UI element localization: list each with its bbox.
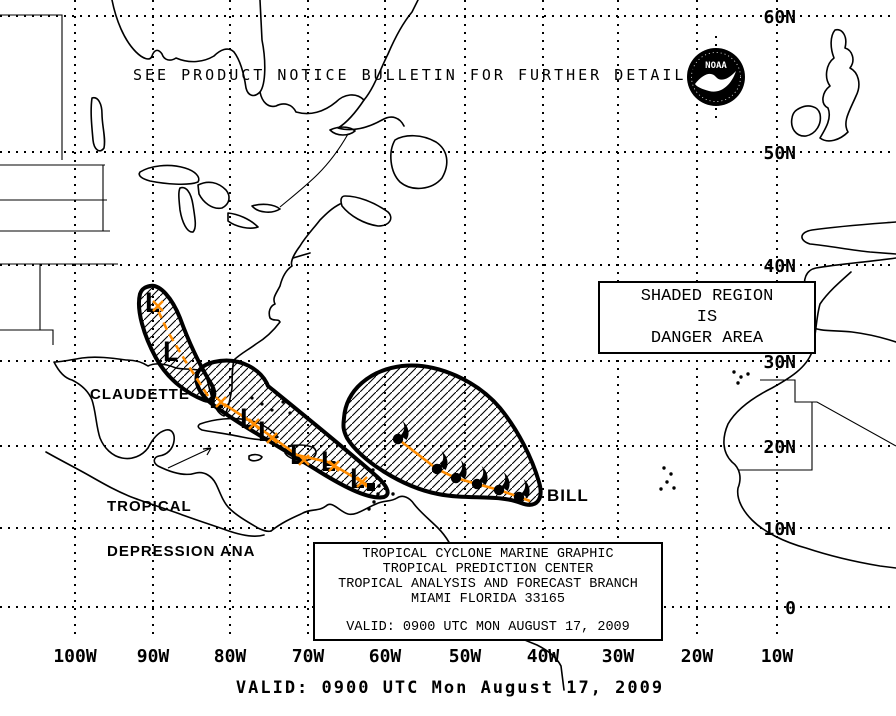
storm-label-bill: BILL bbox=[547, 486, 589, 505]
lon-tick-label: 10W bbox=[761, 646, 794, 667]
track-claudette bbox=[154, 305, 210, 397]
lon-tick-label: 80W bbox=[214, 646, 247, 667]
storm-label-ana-line2: DEPRESSION ANA bbox=[107, 543, 256, 560]
lat-tick-label: 30N bbox=[763, 352, 796, 373]
position-x-marker-ana bbox=[266, 432, 278, 444]
storm-label-ana-line1: TROPICAL bbox=[107, 498, 192, 515]
danger-legend-box: SHADED REGION IS DANGER AREA bbox=[598, 281, 816, 354]
lon-tick-label: 70W bbox=[292, 646, 325, 667]
lat-tick-label: 50N bbox=[763, 143, 796, 164]
danger-legend-line1: SHADED REGION bbox=[640, 287, 774, 306]
footer-valid-text: VALID: 0900 UTC Mon August 17, 2009 bbox=[235, 678, 665, 698]
lat-tick-label: 40N bbox=[763, 256, 796, 277]
low-center-marker-ana: L bbox=[289, 440, 305, 471]
lon-tick-label: 100W bbox=[53, 646, 97, 667]
storm-label-ana: TROPICAL DEPRESSION ANA bbox=[107, 469, 255, 589]
danger-areas bbox=[137, 283, 543, 507]
low-center-marker-claudette: L bbox=[162, 337, 178, 368]
position-x-marker-ana bbox=[356, 476, 368, 488]
position-x-marker-ana bbox=[298, 454, 310, 466]
danger-legend-line2: IS bbox=[696, 308, 718, 327]
info-line2: TROPICAL PREDICTION CENTER bbox=[382, 562, 594, 577]
low-center-marker-ana: L bbox=[239, 404, 255, 435]
position-x-marker-ana bbox=[248, 418, 260, 430]
info-spacer bbox=[319, 607, 657, 620]
noaa-logo: NOAA bbox=[687, 36, 745, 120]
info-valid-line: VALID: 0900 UTC MON AUGUST 17, 2009 bbox=[346, 620, 630, 635]
lat-tick-label: 60N bbox=[763, 7, 796, 28]
low-center-marker-claudette: L bbox=[208, 384, 224, 415]
current-position-square-ana bbox=[367, 483, 375, 491]
lat-tick-label: 10N bbox=[763, 519, 796, 540]
info-line1: TROPICAL CYCLONE MARINE GRAPHIC bbox=[362, 547, 614, 562]
danger-area-bill bbox=[341, 363, 543, 507]
low-center-marker-claudette: L bbox=[144, 288, 160, 319]
info-line3: TROPICAL ANALYSIS AND FORECAST BRANCH bbox=[338, 577, 638, 592]
lat-tick-label: 0 bbox=[785, 598, 796, 619]
position-x-marker-claudette bbox=[152, 300, 164, 312]
label-pointer-arrow-ana bbox=[167, 447, 212, 469]
noaa-logo-text: NOAA bbox=[705, 61, 727, 71]
lon-tick-label: 30W bbox=[602, 646, 635, 667]
low-center-marker-ana: L bbox=[349, 464, 365, 495]
danger-area-claudette bbox=[137, 283, 217, 403]
low-center-marker-ana: L bbox=[320, 447, 336, 478]
track-ana bbox=[223, 402, 372, 489]
danger-legend-line3: DANGER AREA bbox=[650, 329, 764, 348]
lat-tick-label: 20N bbox=[763, 437, 796, 458]
lon-tick-label: 20W bbox=[681, 646, 714, 667]
low-center-marker-ana: L bbox=[257, 417, 273, 448]
danger-area-ana bbox=[194, 358, 390, 500]
lon-tick-label: 60W bbox=[369, 646, 402, 667]
info-line4: MIAMI FLORIDA 33165 bbox=[411, 592, 565, 607]
product-notice-text: SEE PRODUCT NOTICE BULLETIN FOR FURTHER … bbox=[133, 66, 699, 84]
lon-tick-label: 50W bbox=[449, 646, 482, 667]
lon-tick-label: 90W bbox=[137, 646, 170, 667]
product-info-box: TROPICAL CYCLONE MARINE GRAPHIC TROPICAL… bbox=[313, 542, 663, 641]
storm-label-claudette: CLAUDETTE bbox=[90, 386, 190, 403]
lon-tick-label: 40W bbox=[527, 646, 560, 667]
position-x-marker-ana bbox=[328, 460, 340, 472]
borders-and-lakes bbox=[0, 14, 896, 471]
